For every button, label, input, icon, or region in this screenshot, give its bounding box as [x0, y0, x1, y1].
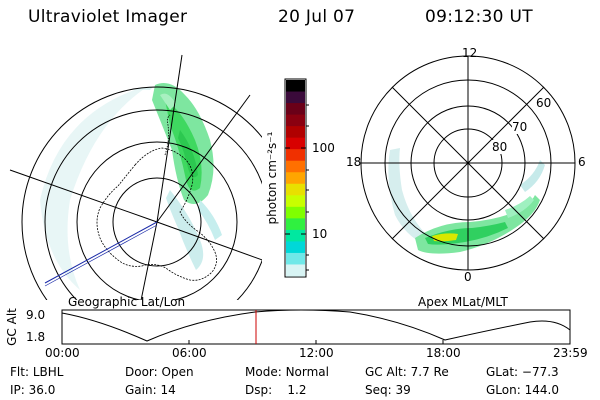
colorbar-segment: [286, 137, 305, 150]
info-gain: Gain: 14: [125, 383, 176, 397]
colorbar-segment: [286, 91, 305, 104]
colorbar-segment: [286, 264, 305, 277]
info-glat: GLat: −77.3: [486, 365, 559, 379]
mlat-label-80: 80: [492, 140, 508, 154]
info-dsp: Dsp: 1.2: [245, 383, 307, 397]
info-door: Door: Open: [125, 365, 194, 379]
colorbar-tick-10: 10: [312, 227, 328, 241]
colorbar-segment: [286, 114, 305, 127]
gc-alt-ytick-high: 9.0: [26, 308, 46, 322]
colorbar-segment: [286, 183, 305, 196]
geographic-map: [9, 54, 262, 300]
mlat-label-60: 60: [536, 96, 552, 110]
colorbar-segment: [286, 252, 305, 266]
info-mode: Mode: Normal: [245, 365, 329, 379]
x-tick-1800: 18:00: [426, 346, 461, 360]
x-tick-1200: 12:00: [299, 346, 334, 360]
colorbar-segment: [286, 172, 305, 185]
x-tick-2359: 23:59: [553, 346, 588, 360]
colorbar-segment: [286, 195, 305, 208]
colorbar-segment: [286, 229, 305, 243]
mlt-polar-plot: [360, 55, 576, 271]
colorbar-unit-label: photon cm⁻²s⁻¹: [265, 131, 279, 225]
mlt-label-18: 18: [346, 155, 362, 169]
antarctica-outline: [96, 147, 217, 281]
colorbar-segment: [286, 103, 305, 116]
diffuse-emission: [40, 87, 160, 290]
colorbar-segment: [286, 206, 305, 219]
gc-alt-ytick-low: 1.8: [26, 330, 46, 344]
aurora-oval-left: [152, 82, 222, 270]
gc-alt-ylabel: GC Alt: [5, 308, 19, 346]
mlt-label-0: 0: [464, 270, 472, 284]
colorbar-segment: [286, 160, 305, 173]
colorbar: [284, 78, 309, 278]
aurora-oval-right: [388, 148, 545, 254]
mlt-label-12: 12: [462, 46, 478, 60]
info-ip: IP: 36.0: [10, 383, 56, 397]
colorbar-segment: [286, 218, 305, 231]
info-gc-alt: GC Alt: 7.7 Re: [365, 365, 449, 379]
satellite-track: [44, 221, 158, 284]
x-tick-0000: 00:00: [45, 346, 80, 360]
x-tick-0600: 06:00: [172, 346, 207, 360]
info-flt: Flt: LBHL: [10, 365, 64, 379]
date-label: 20 Jul 07: [278, 7, 356, 27]
info-seq: Seq: 39: [365, 383, 411, 397]
meridians: [9, 54, 262, 300]
colorbar-segment: [286, 149, 305, 162]
left-panel-caption: Geographic Lat/Lon: [68, 295, 186, 309]
info-glon: GLon: 144.0: [486, 383, 559, 397]
colorbar-tick-100: 100: [312, 141, 335, 155]
colorbar-segment: [286, 126, 305, 139]
time-label: 09:12:30 UT: [425, 7, 533, 27]
mlt-label-6: 6: [578, 155, 586, 169]
colorbar-segment: [286, 80, 305, 93]
right-panel-caption: Apex MLat/MLT: [418, 295, 508, 309]
gc-alt-curve: [61, 309, 571, 342]
colorbar-segment: [286, 241, 305, 254]
app-title: Ultraviolet Imager: [28, 7, 188, 27]
gc-alt-plot: [61, 309, 571, 345]
mlat-label-70: 70: [512, 120, 528, 134]
